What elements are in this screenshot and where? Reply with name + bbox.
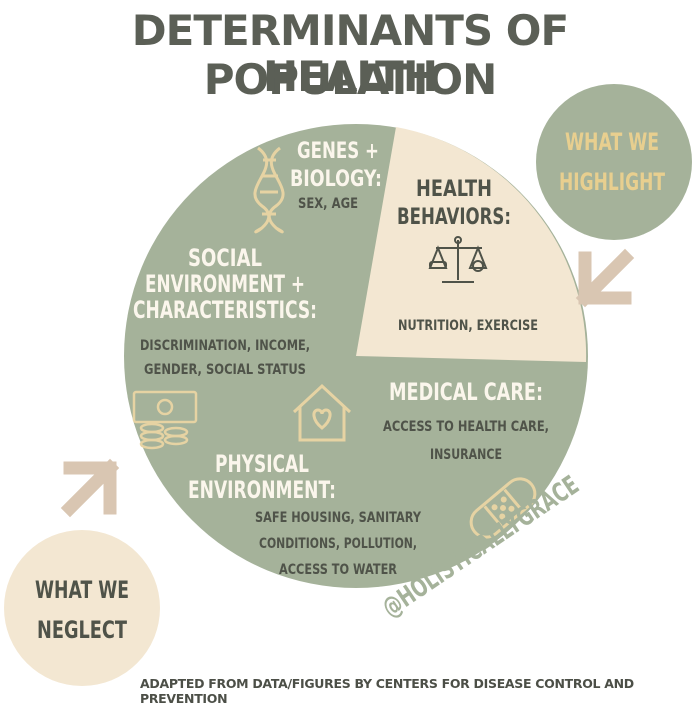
medical-detail-2: INSURANCE [430,447,502,463]
social-heading-2: ENVIRONMENT + [145,270,305,298]
genes-heading-2: BIOLOGY: [290,167,382,192]
social-detail-1: DISCRIMINATION, INCOME, [140,338,310,354]
social-detail-2: GENDER, SOCIAL STATUS [144,362,306,378]
behaviors-heading-2: BEHAVIORS: [397,205,511,230]
highlight-label-1: WHAT WE [565,128,659,156]
physical-detail-1: SAFE HOUSING, SANITARY [255,510,422,526]
social-heading-3: CHARACTERISTICS: [133,296,317,324]
dna-icon [253,146,285,234]
genes-detail: SEX, AGE [298,196,358,212]
scale-icon [428,236,488,283]
physical-heading-2: ENVIRONMENT: [188,476,336,504]
house-heart-icon [292,383,352,442]
source-footnote: ADAPTED FROM DATA/FIGURES BY CENTERS FOR… [140,676,634,706]
physical-detail-3: ACCESS TO WATER [279,562,397,578]
medical-detail-1: ACCESS TO HEALTH CARE, [383,419,549,435]
bandage-icon [469,477,537,539]
physical-detail-2: CONDITIONS, POLLUTION, [259,536,417,552]
health-behaviors-slice [356,127,587,362]
physical-heading-1: PHYSICAL [215,450,309,478]
neglect-arrow-icon [60,458,120,518]
highlight-label-2: HIGHLIGHT [559,168,665,196]
page-title-line2: HEALTH [263,52,438,101]
page-title: DETERMINANTS OF POPULATION [131,6,569,104]
neglect-circle [4,530,160,686]
neglect-label-1: WHAT WE [35,576,129,604]
neglect-label-2: NEGLECT [37,616,127,644]
behaviors-detail: NUTRITION, EXERCISE [398,318,538,334]
highlight-circle [536,84,692,240]
medical-heading: MEDICAL CARE: [389,378,543,406]
social-heading-1: SOCIAL [188,244,262,272]
genes-heading-1: GENES + [297,139,379,164]
money-icon [132,390,198,450]
behaviors-heading-1: HEALTH [416,177,492,202]
highlight-arrow-icon [575,248,635,308]
